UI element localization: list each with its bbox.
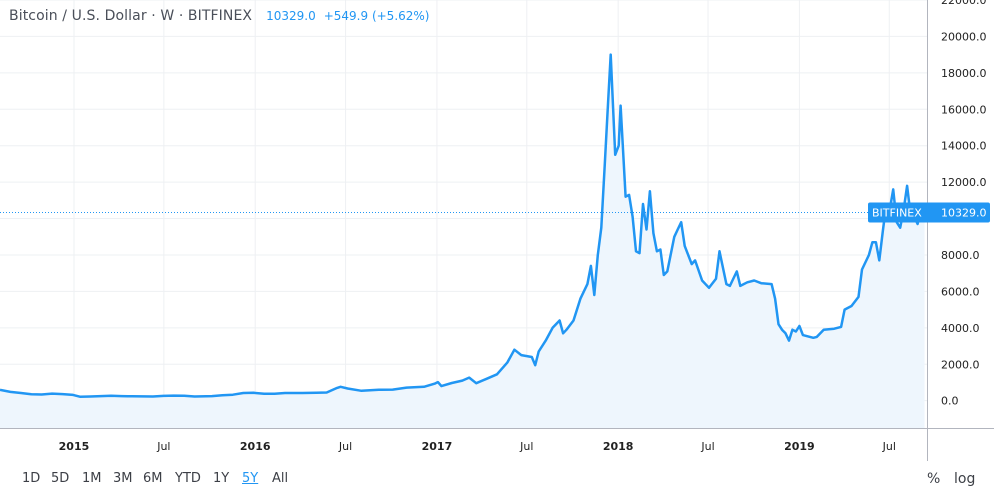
range-5y-button[interactable]: 5Y <box>242 471 259 486</box>
percent-scale-toggle[interactable]: % <box>927 471 941 487</box>
bottom-toolbar: 1D 5D 1M 3M 6M YTD 1Y 5Y All % log <box>0 461 994 500</box>
legend-change: +549.9 (+5.62%) <box>323 9 430 23</box>
y-tick-label-2: 4000.0 <box>941 322 980 335</box>
x-tick-label-9: Jul <box>882 440 896 453</box>
x-tick-label-2: 2016 <box>240 440 271 453</box>
y-tick-label-8: 16000.0 <box>941 103 987 116</box>
last-price-label-bg <box>868 202 990 223</box>
y-tick-label-0: 0.0 <box>941 395 959 408</box>
legend-price: 10329.0 <box>266 9 316 23</box>
y-tick-label-4: 8000.0 <box>941 249 980 262</box>
x-tick-label-6: 2018 <box>603 440 634 453</box>
range-6m-button[interactable]: 6M <box>143 471 163 486</box>
last-price-label: BITFINEX 10329.0 <box>868 202 990 223</box>
y-tick-label-3: 6000.0 <box>941 285 980 298</box>
range-1d-button[interactable]: 1D <box>22 471 41 486</box>
price-chart[interactable]: 0.02000.04000.06000.08000.010000.012000.… <box>0 0 994 461</box>
x-tick-label-7: Jul <box>700 440 714 453</box>
y-tick-label-9: 18000.0 <box>941 67 987 80</box>
y-tick-label-1: 2000.0 <box>941 358 980 371</box>
price-area-fill <box>0 54 925 428</box>
price-line <box>0 53 926 398</box>
last-price-value: 10329.0 <box>941 207 987 220</box>
range-5d-button[interactable]: 5D <box>51 471 70 486</box>
log-scale-toggle[interactable]: log <box>954 471 976 487</box>
time-axis[interactable]: 2015 Jul 2016 Jul 2017 Jul 2018 Jul 2019 Jul <box>59 440 896 453</box>
range-3m-button[interactable]: 3M <box>113 471 133 486</box>
y-tick-label-6: 12000.0 <box>941 176 987 189</box>
series-legend: Bitcoin / U.S. Dollar · W · BITFINEX 1032… <box>9 8 429 24</box>
range-all-button[interactable]: All <box>272 471 289 486</box>
range-ytd-button[interactable]: YTD <box>175 471 201 486</box>
x-tick-label-8: 2019 <box>784 440 815 453</box>
range-1m-button[interactable]: 1M <box>82 471 102 486</box>
y-tick-label-11: 22000.0 <box>941 0 987 7</box>
x-tick-label-5: Jul <box>519 440 533 453</box>
x-tick-label-0: 2015 <box>59 440 90 453</box>
y-tick-label-10: 20000.0 <box>941 30 987 43</box>
x-tick-label-3: Jul <box>338 440 352 453</box>
x-tick-label-1: Jul <box>156 440 170 453</box>
range-1y-button[interactable]: 1Y <box>213 471 230 486</box>
x-tick-label-4: 2017 <box>422 440 453 453</box>
symbol-title[interactable]: Bitcoin / U.S. Dollar · W · BITFINEX <box>9 8 253 24</box>
y-tick-label-7: 14000.0 <box>941 140 987 153</box>
last-price-exchange: BITFINEX <box>872 207 922 220</box>
